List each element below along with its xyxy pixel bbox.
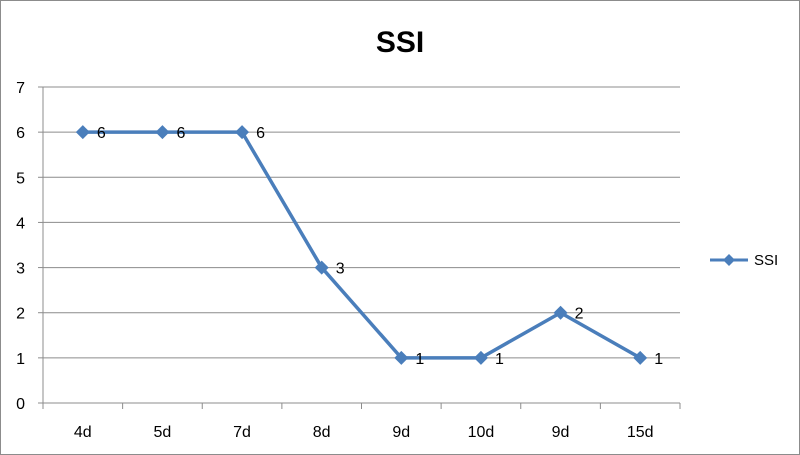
x-tick-label: 9d	[552, 424, 570, 441]
data-label: 6	[256, 125, 265, 142]
legend: SSI	[710, 252, 778, 269]
y-tick-label: 6	[16, 125, 25, 142]
data-label: 2	[575, 306, 584, 323]
chart-title: SSI	[376, 26, 424, 59]
y-tick-label: 0	[16, 396, 25, 413]
x-tick-label: 10d	[468, 424, 495, 441]
x-axis-ticks: 4d 5d 7d 8d 9d 10d 9d 15d	[42, 403, 681, 441]
x-tick-label: 9d	[392, 424, 410, 441]
axes	[42, 87, 680, 404]
x-tick-label: 15d	[627, 424, 654, 441]
data-labels: 6 6 6 3 1 1 2 1	[97, 125, 663, 368]
legend-marker	[723, 254, 735, 266]
x-tick-label: 5d	[154, 424, 172, 441]
data-label: 1	[495, 351, 504, 368]
x-tick-label: 7d	[233, 424, 251, 441]
y-tick-label: 5	[16, 170, 25, 187]
y-tick-label: 2	[16, 306, 25, 323]
y-tick-label: 4	[16, 215, 25, 232]
gridlines	[43, 86, 680, 359]
data-point	[155, 125, 170, 140]
data-point	[553, 305, 568, 320]
series-line	[82, 130, 642, 360]
y-tick-label: 7	[16, 80, 25, 97]
data-point	[473, 350, 488, 365]
data-label: 6	[97, 125, 106, 142]
data-label: 6	[176, 125, 185, 142]
data-point	[633, 350, 648, 365]
data-point	[235, 125, 250, 140]
x-tick-label: 8d	[313, 424, 331, 441]
y-axis-ticks: 0 1 2 3 4 5 6 7	[16, 80, 43, 413]
data-label: 3	[336, 261, 345, 278]
data-point	[314, 260, 329, 275]
series-group	[75, 125, 648, 365]
data-label: 1	[654, 351, 663, 368]
data-label: 1	[415, 351, 424, 368]
data-point	[394, 350, 409, 365]
y-tick-label: 1	[16, 351, 25, 368]
x-tick-label: 4d	[74, 424, 92, 441]
y-tick-label: 3	[16, 261, 25, 278]
legend-label: SSI	[754, 252, 778, 269]
data-point	[75, 125, 90, 140]
